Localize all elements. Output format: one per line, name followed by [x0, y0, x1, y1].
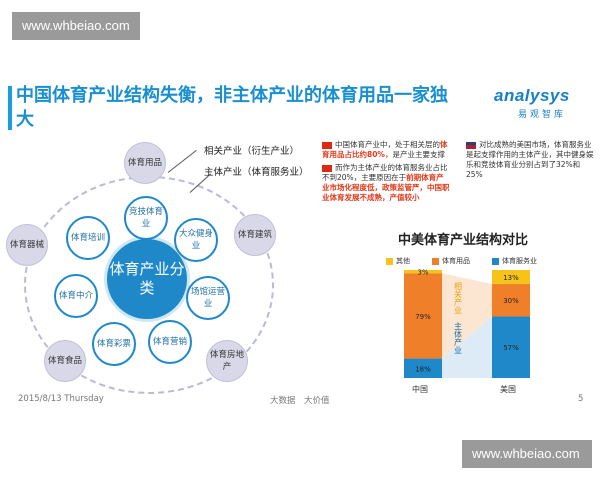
outer-bubble-construction: 体育建筑 [234, 214, 276, 256]
legend-swatch-other [386, 257, 393, 265]
us-flag-icon [466, 141, 476, 149]
china-notes: 中国体育产业中，处于相关层的体育用品占比约80%，是产业主要支撑 而作为主体产业… [322, 140, 450, 206]
legend-label-other: 其他 [396, 257, 410, 265]
chart-annotation-related: 相关产业 [454, 281, 463, 314]
connector-service [442, 316, 492, 378]
chart-legend: 其他 体育用品 体育服务业 [386, 256, 537, 266]
legend-item-goods: 体育用品 [432, 256, 470, 266]
china-note-2-text: 而作为主体产业的体育服务业占比不到20%，主要原因在于 [322, 163, 448, 182]
footer-page-number: 5 [578, 394, 584, 404]
related-pointer-line [167, 149, 197, 173]
logo-sub: 易观智库 [517, 110, 566, 120]
bar-中国-其他 [404, 270, 442, 274]
x-label-usa: 美国 [500, 385, 516, 394]
china-note-2: 而作为主体产业的体育服务业占比不到20%，主要原因在于前期体育产业市场化程度低，… [322, 163, 450, 203]
title-accent-bar [8, 86, 12, 130]
outer-bubble-equipment: 体育器械 [6, 224, 48, 266]
footer-date: 2015/8/13 Thursday [18, 394, 104, 404]
us-notes: 对比成熟的美国市场，体育服务业是起支撑作用的主体产业，其中健身娱乐和竞技体育业分… [466, 140, 594, 180]
outer-bubble-goods: 体育用品 [124, 142, 166, 184]
china-flag-icon [322, 164, 332, 172]
page-title: 中国体育产业结构失衡，非主体产业的体育用品一家独大 [16, 85, 448, 130]
analysys-logo: analysys 易观智库 [494, 86, 590, 120]
bar-中国-体育服务业 [404, 358, 442, 378]
legend-label-service: 体育服务业 [502, 257, 537, 265]
data-label-美国-体育服务业: 57% [503, 344, 519, 352]
china-note-1-text: 中国体育产业中，处于相关层的 [335, 140, 440, 149]
bar-美国-其他 [492, 270, 530, 285]
inner-bubble-training: 体育培训 [66, 216, 110, 260]
china-note-2-highlight: 前期体育产业市场化程度低，政策监管严，中国职业体育发展不成熟，产值较小 [322, 173, 450, 202]
china-note-1-tail: ，是产业主要支撑 [384, 150, 445, 159]
data-label-美国-其他: 13% [503, 274, 519, 282]
china-note-1-highlight: 体育用品占比约80% [322, 140, 448, 159]
legend-swatch-goods [432, 257, 439, 265]
bar-中国-体育用品 [404, 273, 442, 359]
data-label-中国-其他: 3% [417, 269, 428, 277]
chart-title: 中美体育产业结构对比 [398, 233, 529, 248]
watermark-top: www.whbeiao.com [12, 12, 140, 40]
footer-slogan: 大数据 大价值 [270, 396, 330, 406]
inner-bubble-competitive: 竞技体育业 [124, 196, 168, 240]
legend-item-service: 体育服务业 [492, 256, 537, 266]
bar-美国-体育用品 [492, 284, 530, 317]
inner-bubble-venues: 场馆运营业 [186, 276, 230, 320]
us-note-text: 对比成熟的美国市场，体育服务业是起支撑作用的主体产业，其中健身娱乐和竞技体育业分… [466, 140, 594, 179]
data-label-美国-体育用品: 30% [503, 297, 519, 305]
data-label-中国-体育用品: 79% [415, 313, 431, 321]
legend-swatch-service [492, 257, 499, 265]
connector-goods [442, 273, 492, 359]
legend-item-other: 其他 [386, 256, 410, 266]
outer-bubble-food: 体育食品 [44, 340, 86, 382]
main-industry-label: 主体产业（体育服务业） [204, 167, 309, 178]
outer-bubble-realestate: 体育房地产 [206, 340, 248, 382]
data-label-中国-体育服务业: 18% [415, 365, 431, 373]
logo-brand: analysys [494, 86, 570, 105]
inner-bubble-marketing: 体育营销 [148, 320, 192, 364]
inner-bubble-lottery: 体育彩票 [92, 322, 136, 366]
china-note-1: 中国体育产业中，处于相关层的体育用品占比约80%，是产业主要支撑 [322, 140, 450, 160]
chart-annotation-main: 主体产业 [454, 321, 463, 354]
inner-bubble-fitness: 大众健身业 [174, 218, 218, 262]
watermark-bottom: www.whbeiao.com [462, 440, 592, 468]
related-industry-label: 相关产业（衍生产业） [204, 146, 300, 157]
bar-美国-体育服务业 [492, 316, 530, 378]
china-flag-icon [322, 141, 332, 149]
inner-bubble-agency: 体育中介 [54, 274, 98, 318]
x-label-china: 中国 [412, 385, 428, 394]
legend-label-goods: 体育用品 [442, 257, 470, 265]
